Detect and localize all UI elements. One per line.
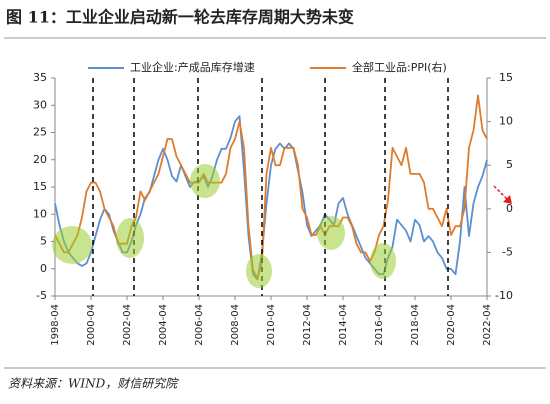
annotations (52, 78, 512, 296)
chart-title: 图 11：工业企业启动新一轮去库存周期大势未变 (6, 8, 354, 27)
y-tick-label: 15 (33, 180, 47, 193)
x-tick-label: 2012-04 (302, 304, 313, 346)
series-line (54, 115, 488, 281)
y2-tick-label: 10 (499, 115, 513, 128)
y-tick-label: 0 (40, 262, 47, 275)
y2-tick-label: -5 (502, 245, 513, 258)
y2-tick-label: 15 (499, 71, 513, 84)
trend-arrow-head (503, 195, 512, 204)
y-tick-label: 20 (33, 153, 47, 166)
y-tick-label: 10 (33, 207, 47, 220)
highlight (246, 254, 272, 288)
source: 资料来源：WIND，财信研究院 (8, 377, 179, 391)
x-tick-label: 2008-04 (230, 304, 241, 346)
highlight (116, 218, 144, 258)
y-tick-label: 35 (33, 71, 47, 84)
x-tick-label: 1998-04 (50, 304, 61, 346)
x-tick-label: 2020-04 (446, 304, 457, 346)
legend-label: 全部工业品:PPI(右) (352, 60, 447, 74)
x-tick-label: 2002-04 (122, 304, 133, 346)
y-tick-label: 30 (33, 98, 47, 111)
trend-arrow (493, 185, 509, 201)
x-tick-label: 2022-04 (482, 304, 493, 346)
x-tick-label: 2016-04 (374, 304, 385, 346)
highlight (52, 226, 92, 264)
legend-label: 工业企业:产成品库存增速 (130, 60, 255, 74)
highlight (370, 243, 396, 279)
x-tick-label: 2006-04 (194, 304, 205, 346)
x-tick-label: 2004-04 (158, 304, 169, 346)
x-tick-label: 2014-04 (338, 304, 349, 346)
y2-tick-label: 5 (506, 158, 513, 171)
y-tick-label: 5 (40, 235, 47, 248)
y-tick-label: 25 (33, 126, 47, 139)
x-tick-label: 2000-04 (86, 304, 97, 346)
x-tick-label: 2010-04 (266, 304, 277, 346)
y-tick-label: -5 (36, 289, 47, 302)
highlight (317, 216, 345, 250)
highlight (190, 164, 220, 198)
y2-tick-label: -10 (495, 289, 513, 302)
y2-tick-label: 0 (506, 202, 513, 215)
x-tick-label: 2018-04 (410, 304, 421, 346)
